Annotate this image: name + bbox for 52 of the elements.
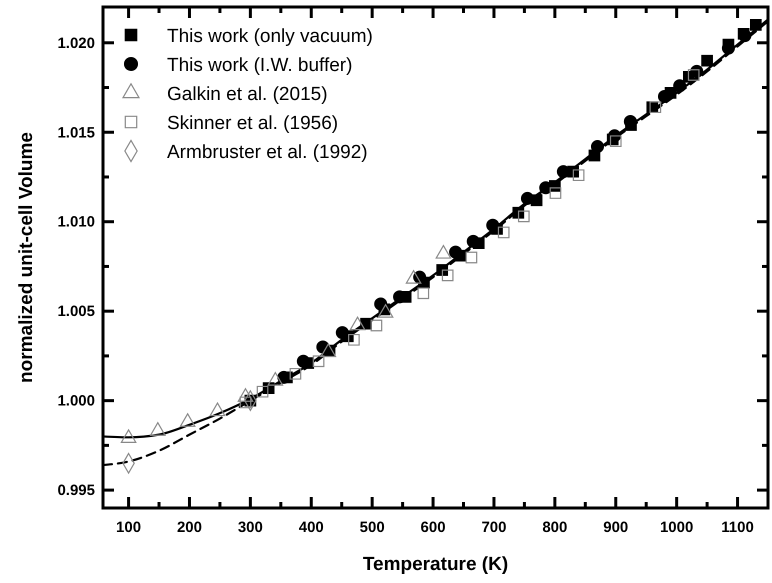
- point: [466, 234, 480, 248]
- point: [572, 169, 584, 182]
- point: [610, 135, 622, 148]
- y-tick-label: 1.005: [57, 303, 95, 320]
- y-axis-title: normalized unit-cell Volume: [16, 132, 37, 383]
- point: [370, 320, 382, 332]
- point: [750, 19, 762, 31]
- point: [336, 326, 349, 340]
- y-tick-label: 1.015: [57, 124, 95, 142]
- point: [518, 210, 530, 222]
- point: [520, 192, 534, 205]
- point: [738, 29, 752, 42]
- x-tick-label: 900: [603, 519, 628, 536]
- x-tick-label: 600: [420, 519, 446, 536]
- legend-label: Galkin et al. (2015): [167, 84, 328, 105]
- y-tick-label: 1.020: [57, 34, 95, 52]
- y-tick-label: 1.000: [57, 392, 95, 410]
- point: [701, 54, 713, 67]
- point: [312, 355, 324, 368]
- point: [466, 252, 478, 264]
- legend-label: Skinner et al. (1956): [167, 113, 338, 134]
- legend-label: This work (only vacuum): [167, 26, 373, 47]
- x-axis-title: Temperature (K): [362, 554, 508, 575]
- point: [436, 264, 448, 276]
- x-tick-label: 300: [238, 519, 263, 536]
- point: [348, 334, 360, 346]
- x-tick-label: 200: [176, 519, 202, 536]
- point: [649, 101, 662, 114]
- x-tick-label: 1000: [660, 519, 694, 536]
- point: [539, 181, 552, 194]
- point: [550, 187, 562, 199]
- y-tick-label: 1.010: [57, 214, 95, 231]
- point: [296, 354, 310, 368]
- x-tick-label: 800: [542, 519, 568, 536]
- x-tick-label: 400: [298, 519, 324, 536]
- point: [498, 226, 510, 238]
- point: [673, 79, 686, 92]
- y-tick-label: 0.995: [57, 482, 95, 500]
- legend-label: Armbruster et al. (1992): [167, 142, 368, 163]
- point: [417, 287, 430, 300]
- point: [442, 270, 454, 282]
- x-tick-label: 1100: [721, 519, 754, 536]
- point: [590, 140, 604, 154]
- point: [290, 368, 302, 380]
- point: [449, 246, 462, 259]
- x-tick-label: 700: [481, 519, 506, 536]
- point: [486, 218, 500, 232]
- legend-label: This work (I.W. buffer): [167, 55, 352, 76]
- x-tick-label: 100: [116, 519, 142, 536]
- point: [256, 386, 268, 398]
- x-tick-label: 500: [360, 519, 385, 536]
- point: [688, 69, 700, 81]
